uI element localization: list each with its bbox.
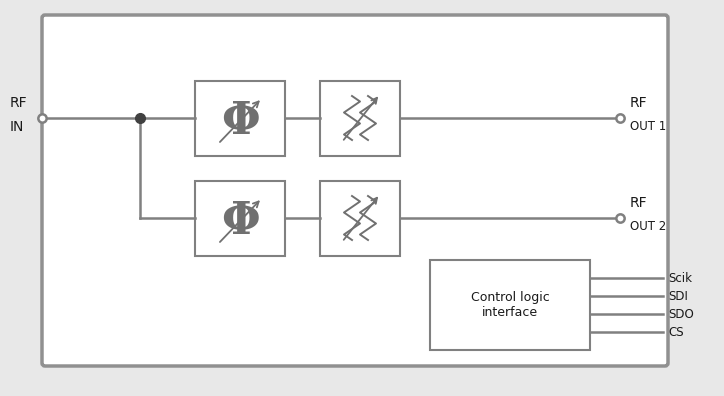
- Text: Scik: Scik: [668, 272, 692, 284]
- Text: Control logic
interface: Control logic interface: [471, 291, 550, 319]
- Text: Φ: Φ: [221, 101, 259, 143]
- Text: IN: IN: [10, 120, 25, 134]
- Text: Φ: Φ: [221, 200, 259, 244]
- FancyBboxPatch shape: [42, 15, 668, 366]
- Text: OUT 2: OUT 2: [630, 220, 666, 233]
- Bar: [195, 81, 285, 156]
- Text: CS: CS: [668, 326, 683, 339]
- Bar: [195, 181, 285, 256]
- Text: RF: RF: [630, 96, 648, 110]
- Text: RF: RF: [630, 196, 648, 210]
- Bar: [320, 181, 400, 256]
- Text: RF: RF: [10, 96, 28, 110]
- Text: SDI: SDI: [668, 289, 688, 303]
- Text: OUT 1: OUT 1: [630, 120, 666, 133]
- Bar: [320, 81, 400, 156]
- Bar: [430, 260, 590, 350]
- Text: SDO: SDO: [668, 308, 694, 320]
